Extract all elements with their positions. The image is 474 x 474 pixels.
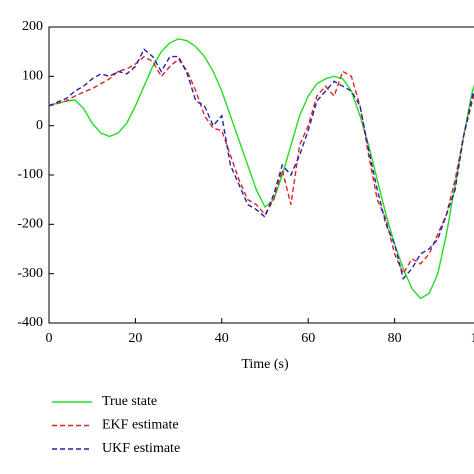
x-tick-label: 60 <box>301 331 315 346</box>
legend-label: True state <box>102 394 157 409</box>
series-line <box>48 48 474 281</box>
x-axis-label: Time (s) <box>241 357 289 372</box>
x-tick-label: 100 <box>471 331 474 346</box>
y-tick-label: 100 <box>22 69 43 84</box>
plot-frame <box>48 26 474 324</box>
y-tick-label: -200 <box>17 217 43 232</box>
legend-label: EKF estimate <box>102 418 179 433</box>
y-tick-label: -400 <box>17 315 43 330</box>
y-tick-label: 0 <box>36 118 43 133</box>
y-tick-label: 200 <box>22 19 43 34</box>
series-line <box>48 38 474 300</box>
x-tick-label: 80 <box>388 331 402 346</box>
y-tick-label: -100 <box>17 167 43 182</box>
legend-label: UKF estimate <box>102 441 180 456</box>
series-line <box>48 55 474 276</box>
x-tick-label: 40 <box>215 331 229 346</box>
x-tick-label: 0 <box>46 331 53 346</box>
y-tick-label: -300 <box>17 266 43 281</box>
x-tick-label: 20 <box>128 331 142 346</box>
